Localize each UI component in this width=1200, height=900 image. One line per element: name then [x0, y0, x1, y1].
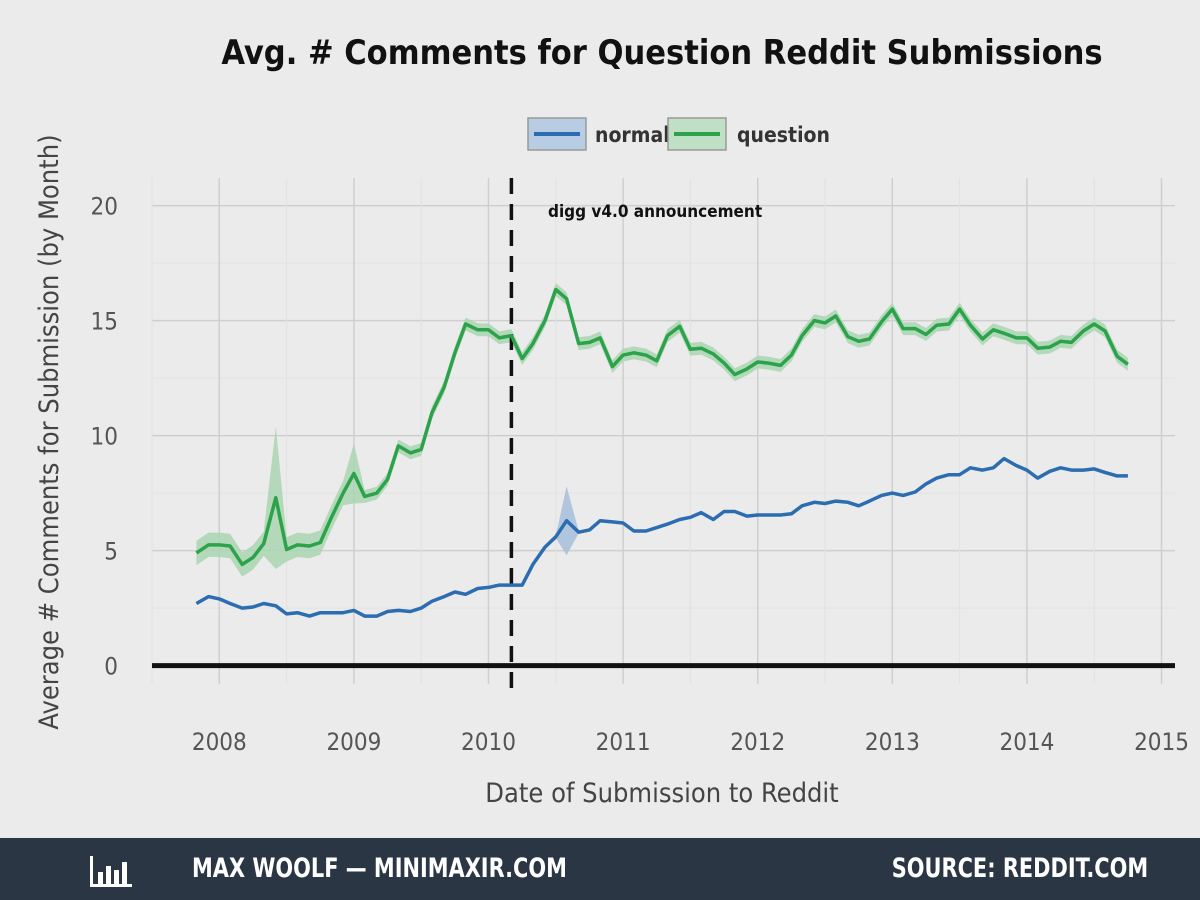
- y-tick-label: 0: [104, 653, 118, 681]
- y-tick-label: 10: [91, 423, 118, 451]
- x-tick-label: 2013: [865, 728, 920, 756]
- band-question: [196, 283, 1128, 577]
- footer: MAX WOOLF — MINIMAXIR.COM SOURCE: REDDIT…: [0, 838, 1200, 900]
- chart-title: Avg. # Comments for Question Reddit Subm…: [221, 33, 1102, 73]
- x-tick-label: 2008: [192, 728, 247, 756]
- grid: [151, 178, 1175, 684]
- x-tick-label: 2014: [999, 728, 1054, 756]
- x-tick-label: 2012: [730, 728, 785, 756]
- footer-credit: MAX WOOLF — MINIMAXIR.COM: [192, 853, 567, 884]
- footer-source: SOURCE: REDDIT.COM: [891, 853, 1148, 884]
- x-tick-label: 2010: [461, 728, 516, 756]
- bar-chart-icon: [90, 856, 132, 887]
- legend-item-question: question: [667, 117, 830, 151]
- series-lines: [195, 287, 1129, 618]
- x-tick-label: 2009: [326, 728, 381, 756]
- legend: normal question: [527, 117, 830, 151]
- y-tick-label: 5: [104, 538, 118, 566]
- x-axis-title: Date of Submission to Reddit: [485, 778, 838, 809]
- legend-label-normal: normal: [595, 123, 670, 147]
- line-normal: [195, 456, 1128, 618]
- band-normal: [196, 457, 1128, 618]
- tick-labels: 0 5 10 15 20 2008 2009 2010 2011 2012 2013 2014 2015: [91, 193, 1189, 756]
- chart: 0 5 10 15 20 2008 2009 2010 2011 2012 2013 2014 2015…: [34, 33, 1189, 809]
- y-axis-title: Average # Comments for Submission (by Mo…: [34, 134, 65, 729]
- x-tick-label: 2011: [596, 728, 651, 756]
- legend-label-question: question: [737, 123, 830, 147]
- y-tick-label: 15: [91, 308, 118, 336]
- legend-item-normal: normal: [527, 117, 670, 151]
- x-tick-label: 2015: [1134, 728, 1189, 756]
- annotation-label: digg v4.0 announcement: [548, 202, 762, 222]
- y-tick-label: 20: [91, 193, 118, 221]
- line-question: [195, 287, 1129, 567]
